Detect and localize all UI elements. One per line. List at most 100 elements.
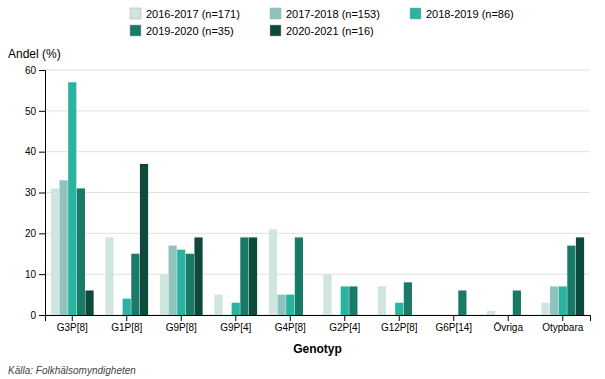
bar	[194, 237, 202, 315]
bar	[160, 274, 168, 315]
series	[68, 82, 567, 315]
tick: G1P[8]	[111, 315, 142, 333]
tick-mark	[39, 152, 45, 153]
bar	[541, 303, 549, 315]
tick-mark	[72, 315, 73, 321]
grid-line	[45, 233, 590, 234]
tick-label: 10	[25, 269, 37, 280]
x-axis-title: Genotyp	[293, 342, 342, 356]
legend-label: 2016-2017 (n=171)	[146, 8, 240, 20]
legend-label: 2017-2018 (n=153)	[286, 8, 380, 20]
tick: G9P[4]	[220, 315, 251, 333]
tick-label: Övriga	[494, 322, 524, 333]
bar	[169, 246, 177, 315]
bar	[432, 315, 440, 316]
legend-item: 2017-2018 (n=153)	[270, 8, 380, 20]
bar	[395, 303, 403, 315]
tick-mark	[39, 233, 45, 234]
legend-label: 2018-2019 (n=86)	[426, 8, 514, 20]
legend-swatch	[410, 8, 421, 19]
tick: G4P[8]	[275, 315, 306, 333]
tick-label: 40	[25, 146, 37, 157]
tick: Otypbara	[542, 315, 584, 333]
tick-label: 20	[25, 228, 37, 239]
tick: 60	[25, 65, 45, 76]
bars	[51, 82, 584, 315]
bar	[223, 315, 231, 316]
series	[85, 164, 584, 315]
tick: 0	[30, 310, 45, 321]
bar	[458, 291, 466, 316]
series	[51, 188, 550, 315]
tick-label: Otypbara	[542, 322, 584, 333]
tick: G9P[8]	[166, 315, 197, 333]
series	[60, 180, 559, 315]
bar	[576, 237, 584, 315]
bar	[232, 303, 240, 315]
tick-label: G2P[4]	[329, 322, 360, 333]
tick-mark	[235, 315, 236, 321]
tick: 30	[25, 187, 45, 198]
source-note: Källa: Folkhälsomyndigheten	[8, 365, 136, 376]
legend: 2016-2017 (n=171) 2017-2018 (n=153) 2018-2…	[130, 8, 514, 37]
legend-swatch	[130, 25, 141, 36]
x-axis: G3P[8] G1P[8] G9P[8] G9P[4] G4P[8] G2P[4] G12P…	[46, 315, 591, 333]
bar	[404, 282, 412, 315]
tick-label: G9P[8]	[166, 322, 197, 333]
tick-label: G12P[8]	[381, 322, 418, 333]
y-axis: 0 10 20 30 40 50 60	[25, 65, 46, 321]
tick: G12P[8]	[381, 315, 418, 333]
tick-label: G6P[14]	[435, 322, 472, 333]
bar	[123, 299, 131, 315]
axis-line	[39, 71, 46, 316]
bar	[332, 315, 340, 316]
bar	[323, 274, 331, 315]
bar	[349, 286, 357, 315]
grid-line	[45, 192, 590, 193]
bar	[567, 246, 575, 315]
bar	[68, 82, 76, 315]
legend-swatch	[270, 8, 281, 19]
tick: G6P[14]	[435, 315, 472, 333]
bar	[85, 291, 93, 316]
bar	[559, 286, 567, 315]
tick: Övriga	[494, 315, 524, 333]
bar	[513, 291, 521, 316]
legend-label: 2019-2020 (n=35)	[146, 25, 234, 37]
legend-swatch	[130, 8, 141, 19]
tick-mark	[39, 111, 45, 112]
plot-area: 0 10 20 30 40 50 60 G3P[8] G1P[8] G9P[8] G9P[4] G4P…	[25, 65, 591, 333]
tick-label: 50	[25, 106, 37, 117]
tick-mark	[290, 315, 291, 321]
axis-line	[46, 316, 591, 322]
grid-line	[45, 110, 590, 111]
bar	[177, 250, 185, 315]
tick: G3P[8]	[57, 315, 88, 333]
tick-label: G1P[8]	[111, 322, 142, 333]
bar	[77, 188, 85, 315]
bar	[450, 315, 458, 316]
bar	[269, 229, 277, 315]
tick-mark	[39, 70, 45, 71]
tick-mark	[181, 315, 182, 321]
bar	[240, 237, 248, 315]
legend-item: 2020-2021 (n=16)	[270, 25, 374, 37]
bar	[441, 315, 449, 316]
bar	[341, 286, 349, 315]
grid-line	[45, 70, 590, 71]
bar	[214, 295, 222, 315]
series	[77, 188, 576, 315]
legend-swatch	[270, 25, 281, 36]
bar	[295, 237, 303, 315]
bar	[286, 295, 294, 315]
tick-label: G9P[4]	[220, 322, 251, 333]
tick: 50	[25, 106, 45, 117]
tick-label: G4P[8]	[275, 322, 306, 333]
bar	[412, 315, 420, 316]
tick-mark	[399, 315, 400, 321]
legend-item: 2016-2017 (n=171)	[130, 8, 240, 20]
bar	[114, 315, 122, 316]
bar	[378, 286, 386, 315]
bar	[140, 164, 148, 315]
bar	[496, 315, 504, 316]
